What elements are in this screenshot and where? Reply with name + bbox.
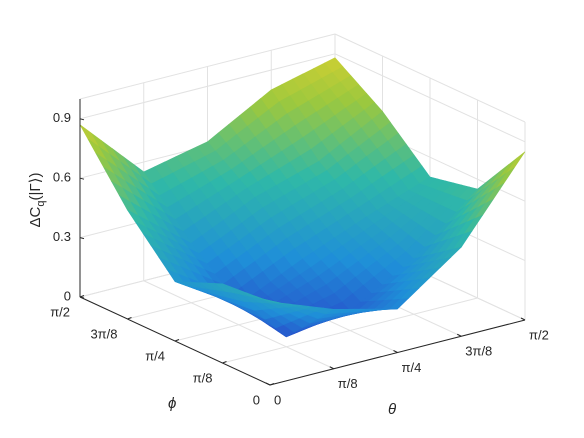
z-tick — [79, 237, 85, 240]
y-tick-label: π/4 — [145, 348, 165, 363]
surface-patch — [506, 151, 526, 174]
y-tick — [222, 361, 227, 364]
y-tick-label: 0 — [253, 392, 260, 407]
y-tick-label: 3π/8 — [90, 326, 117, 341]
y-axis-label: ϕ — [168, 395, 176, 412]
box-edge — [334, 33, 526, 123]
y-tick-label: π/8 — [193, 370, 213, 385]
grid-line — [334, 53, 526, 143]
z-tick-label: 0.9 — [53, 110, 71, 125]
z-axis-label: ΔCq(|Γ⟩) — [27, 173, 47, 228]
x-tick — [520, 317, 526, 321]
x-tick-label: π/2 — [529, 327, 549, 342]
z-label-main: ΔC — [27, 206, 44, 227]
x-tick — [457, 333, 462, 337]
z-tick — [79, 177, 85, 180]
grid-line — [79, 53, 336, 120]
y-tick — [174, 339, 180, 342]
z-tick-label: 0.6 — [53, 170, 71, 185]
z-tick-label: 0 — [64, 288, 71, 303]
z-tick — [79, 118, 85, 121]
x-tick — [329, 366, 334, 370]
z-label-sub: q — [35, 201, 47, 207]
surface-patch — [79, 124, 99, 147]
x-axis-label: θ — [388, 401, 396, 418]
y-tick-label: π/2 — [50, 304, 70, 319]
y-tick — [127, 317, 132, 320]
x-tick-label: π/8 — [338, 376, 358, 391]
y-tick — [269, 383, 275, 386]
grid-line — [222, 297, 478, 364]
z-label-rest: (|Γ⟩) — [27, 173, 44, 201]
x-tick-label: 3π/8 — [465, 344, 492, 359]
surface-patch — [261, 298, 281, 304]
z-tick — [79, 296, 85, 299]
x-tick — [265, 382, 271, 386]
axes: 0π/8π/43π/8π/20π/8π/43π/8π/200.30.60.9 — [50, 99, 549, 407]
x-tick-label: π/4 — [402, 360, 422, 375]
box-edge — [79, 33, 336, 100]
x-tick — [393, 350, 398, 353]
z-tick-label: 0.3 — [53, 229, 71, 244]
surface — [79, 57, 526, 338]
x-tick-label: 0 — [274, 392, 281, 407]
